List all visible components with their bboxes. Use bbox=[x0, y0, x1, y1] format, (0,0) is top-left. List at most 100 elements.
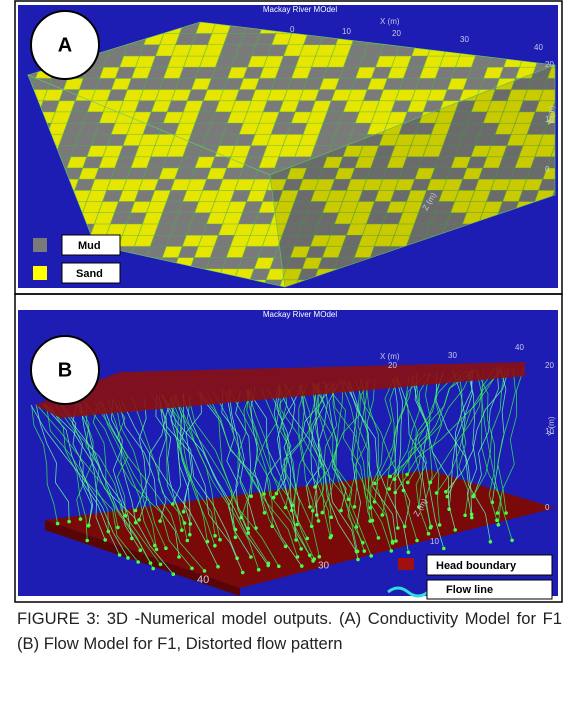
flow-line bbox=[160, 394, 269, 566]
flow-point bbox=[213, 534, 217, 538]
flow-line bbox=[31, 405, 58, 524]
flow-point bbox=[389, 549, 394, 553]
tick: 10 bbox=[545, 427, 554, 436]
legend-box bbox=[426, 579, 553, 600]
flow-point bbox=[295, 522, 299, 527]
flow-point bbox=[249, 494, 253, 499]
flow-point bbox=[126, 556, 130, 560]
legend-label: Head boundary bbox=[436, 560, 517, 572]
bottom-slab-edge bbox=[45, 520, 240, 596]
flow-point bbox=[283, 544, 288, 549]
flow-line bbox=[323, 381, 392, 552]
tick: 20 bbox=[545, 60, 554, 69]
legend-swatch bbox=[33, 266, 47, 280]
flow-point bbox=[295, 555, 300, 559]
legend-label: Mud bbox=[78, 240, 101, 252]
flow-point bbox=[470, 515, 474, 520]
flow-point bbox=[78, 517, 83, 521]
tick: 40 bbox=[515, 343, 524, 352]
flow-line bbox=[131, 397, 188, 541]
panel-label: B bbox=[58, 359, 72, 381]
flow-line bbox=[445, 368, 510, 492]
flow-point bbox=[428, 480, 433, 485]
flow-point bbox=[246, 531, 251, 535]
flow-line bbox=[151, 395, 183, 531]
flow-line bbox=[246, 388, 273, 527]
flow-point bbox=[387, 487, 392, 491]
flow-point bbox=[106, 529, 111, 534]
flow-line bbox=[411, 375, 431, 528]
legend-box bbox=[426, 554, 553, 576]
legend-swatch bbox=[398, 558, 414, 570]
flow-point bbox=[283, 505, 288, 510]
flow-point bbox=[134, 520, 138, 525]
flow-line bbox=[415, 372, 431, 508]
flow-line bbox=[365, 380, 393, 542]
flow-line bbox=[225, 391, 239, 530]
flow-line bbox=[396, 377, 445, 549]
flow-point bbox=[362, 549, 367, 553]
flow-line bbox=[280, 384, 292, 508]
flow-line bbox=[228, 391, 249, 534]
flow-line bbox=[80, 403, 106, 541]
panel-label: A bbox=[58, 34, 72, 56]
flow-point bbox=[453, 528, 458, 532]
flow-line bbox=[328, 379, 347, 511]
flow-point bbox=[299, 547, 304, 551]
flow-point bbox=[495, 511, 500, 515]
flow-line bbox=[435, 372, 491, 542]
tick: 40 bbox=[534, 43, 543, 52]
flow-line bbox=[260, 388, 320, 557]
flow-line bbox=[314, 378, 371, 488]
flow-line bbox=[221, 389, 257, 529]
flow-line bbox=[430, 368, 496, 483]
flow-point bbox=[305, 536, 310, 541]
y-axis-label: Y (m) bbox=[547, 416, 556, 436]
flow-line bbox=[312, 383, 320, 521]
flow-line bbox=[101, 401, 133, 539]
tick: 20 bbox=[392, 29, 401, 38]
flow-line bbox=[407, 370, 473, 483]
flow-line bbox=[278, 384, 332, 536]
flow-point bbox=[233, 535, 238, 540]
flow-point bbox=[202, 569, 207, 573]
flow-line bbox=[77, 403, 151, 564]
flow-point bbox=[170, 502, 175, 506]
flow-line bbox=[321, 381, 344, 513]
flow-point bbox=[294, 538, 298, 542]
flow-line bbox=[466, 370, 478, 518]
flow-point bbox=[402, 524, 407, 529]
flow-point bbox=[463, 513, 467, 518]
flow-point bbox=[177, 555, 181, 559]
flow-line bbox=[330, 380, 393, 543]
render-title: Mackay River MOdel bbox=[263, 5, 337, 14]
flow-line bbox=[374, 372, 428, 484]
flow-line bbox=[162, 395, 238, 559]
flow-point bbox=[369, 554, 374, 558]
flow-line bbox=[301, 386, 359, 560]
legend-swatch bbox=[33, 238, 47, 252]
flow-point bbox=[308, 505, 312, 509]
flow-line bbox=[155, 394, 185, 524]
flow-line bbox=[250, 386, 265, 513]
flow-line bbox=[497, 367, 516, 514]
flow-point bbox=[274, 491, 279, 496]
flow-line bbox=[83, 400, 193, 569]
flow-line bbox=[228, 389, 302, 550]
flow-line bbox=[237, 389, 252, 518]
flow-line bbox=[158, 396, 167, 522]
flow-point bbox=[216, 564, 220, 569]
flow-point bbox=[271, 495, 276, 500]
flow-point bbox=[394, 539, 398, 543]
flow-line bbox=[473, 366, 500, 497]
flow-point bbox=[442, 546, 446, 551]
tick: 30 bbox=[448, 351, 457, 360]
flow-point bbox=[320, 510, 325, 515]
flow-line bbox=[43, 403, 174, 575]
flow-line bbox=[49, 405, 88, 541]
flow-point bbox=[488, 540, 493, 544]
flow-line bbox=[312, 382, 338, 511]
panel-badge bbox=[30, 10, 100, 80]
flow-line bbox=[36, 404, 154, 569]
